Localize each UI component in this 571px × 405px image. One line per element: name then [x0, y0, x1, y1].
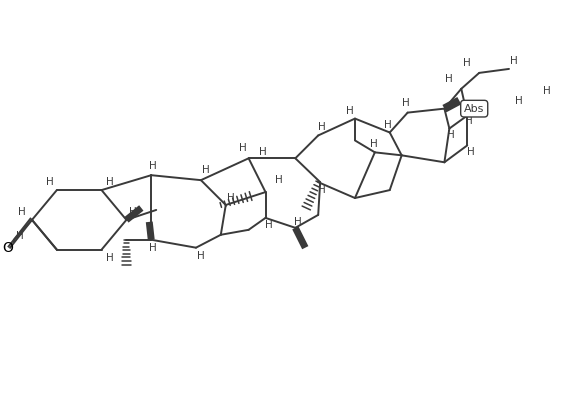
Text: H: H	[467, 147, 475, 158]
Text: H: H	[515, 96, 523, 106]
Text: H: H	[384, 119, 392, 130]
Text: H: H	[543, 86, 550, 96]
Text: O: O	[3, 241, 14, 255]
Text: H: H	[465, 115, 473, 126]
Text: H: H	[130, 207, 137, 217]
Text: H: H	[510, 56, 518, 66]
Text: H: H	[318, 185, 326, 195]
Text: H: H	[259, 147, 267, 158]
Text: H: H	[448, 130, 455, 141]
Text: H: H	[370, 139, 377, 149]
Text: H: H	[445, 74, 453, 84]
Text: H: H	[150, 161, 157, 171]
Text: H: H	[18, 207, 26, 217]
Text: H: H	[295, 217, 302, 227]
Text: H: H	[318, 122, 326, 132]
Text: Abs: Abs	[464, 104, 484, 114]
Text: H: H	[464, 58, 471, 68]
Text: H: H	[16, 231, 24, 241]
Text: H: H	[346, 106, 354, 116]
Text: H: H	[106, 177, 114, 187]
Text: H: H	[239, 143, 247, 153]
Text: H: H	[150, 243, 157, 253]
Text: H: H	[197, 251, 205, 261]
Text: H: H	[264, 220, 272, 230]
Text: H: H	[275, 175, 282, 185]
Text: H: H	[106, 253, 114, 262]
Text: H: H	[202, 165, 210, 175]
Text: H: H	[227, 193, 235, 203]
Text: H: H	[402, 98, 409, 108]
Text: H: H	[46, 177, 54, 187]
